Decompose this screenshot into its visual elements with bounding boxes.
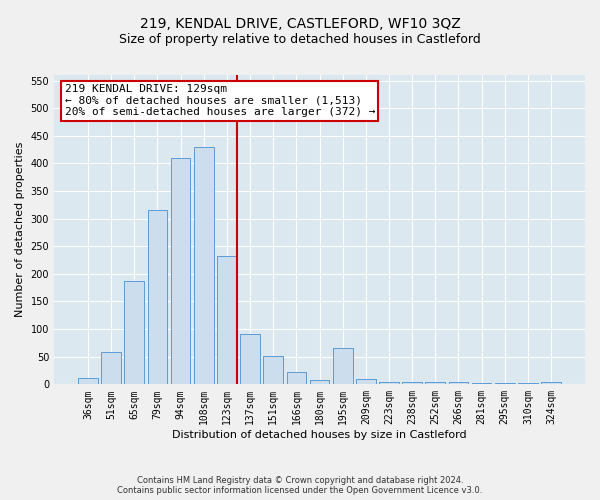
Bar [356,379,376,384]
Bar [78,378,98,384]
X-axis label: Distribution of detached houses by size in Castleford: Distribution of detached houses by size … [172,430,467,440]
Text: 219 KENDAL DRIVE: 129sqm
← 80% of detached houses are smaller (1,513)
20% of sem: 219 KENDAL DRIVE: 129sqm ← 80% of detach… [65,84,375,117]
Bar [402,382,422,384]
Bar [101,352,121,384]
Bar [472,383,491,384]
Text: Contains HM Land Registry data © Crown copyright and database right 2024.
Contai: Contains HM Land Registry data © Crown c… [118,476,482,495]
Text: Size of property relative to detached houses in Castleford: Size of property relative to detached ho… [119,32,481,46]
Bar [217,256,237,384]
Bar [194,147,214,384]
Bar [495,383,515,384]
Bar [240,334,260,384]
Text: 219, KENDAL DRIVE, CASTLEFORD, WF10 3QZ: 219, KENDAL DRIVE, CASTLEFORD, WF10 3QZ [140,18,460,32]
Bar [287,372,306,384]
Bar [379,382,399,384]
Bar [310,380,329,384]
Bar [263,356,283,384]
Bar [425,382,445,384]
Bar [124,281,144,384]
Bar [449,382,468,384]
Bar [148,210,167,384]
Bar [171,158,190,384]
Bar [333,348,353,384]
Y-axis label: Number of detached properties: Number of detached properties [15,142,25,318]
Bar [541,382,561,384]
Bar [518,383,538,384]
